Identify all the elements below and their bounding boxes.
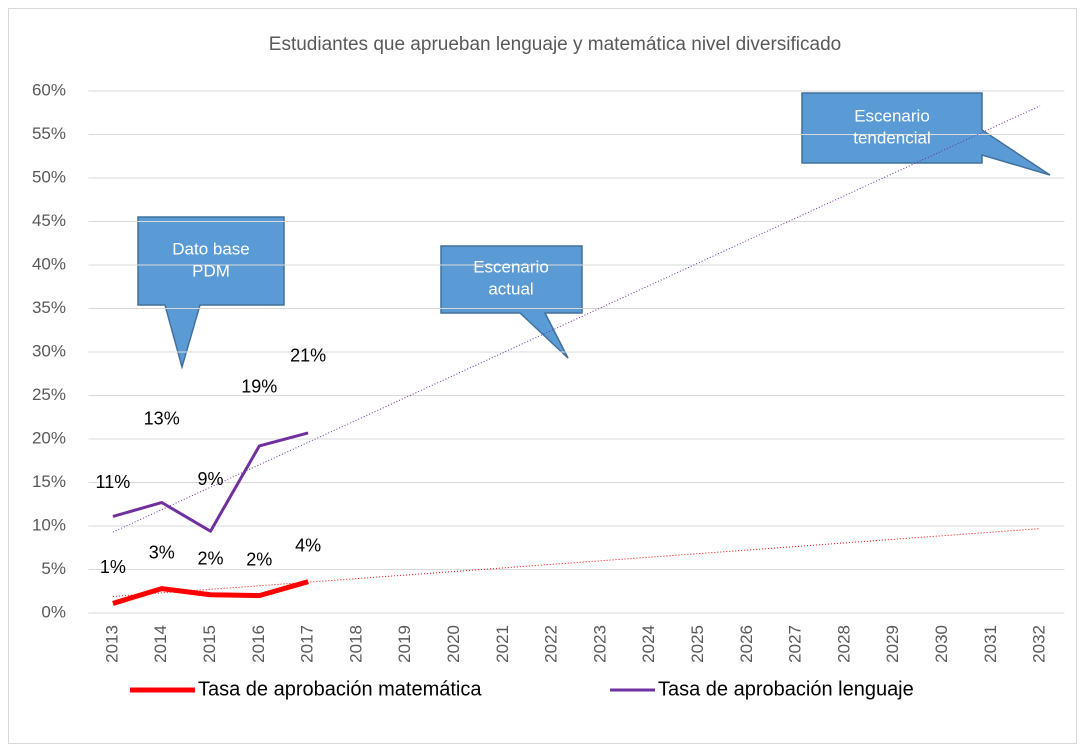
data-label: 19% — [241, 377, 277, 397]
x-tick-label: 2018 — [346, 625, 365, 663]
x-tick-label: 2026 — [737, 625, 756, 663]
x-tick-label: 2017 — [298, 625, 317, 663]
x-tick-label: 2024 — [639, 625, 658, 663]
y-tick-label: 40% — [32, 254, 66, 273]
y-tick-label: 35% — [32, 298, 66, 317]
y-tick-label: 5% — [41, 559, 66, 578]
y-tick-label: 20% — [32, 428, 66, 447]
x-tick-label: 2023 — [590, 625, 609, 663]
legend-label: Tasa de aprobación matemática — [198, 678, 482, 700]
x-tick-label: 2031 — [981, 625, 1000, 663]
annotation: tendencial — [853, 128, 931, 147]
y-tick-label: 25% — [32, 385, 66, 404]
series-line — [112, 579, 309, 606]
annotation: actual — [488, 279, 533, 298]
y-tick-label: 60% — [32, 80, 66, 99]
x-tick-label: 2027 — [786, 625, 805, 663]
x-tick-label: 2030 — [932, 625, 951, 663]
trendline — [112, 528, 1041, 597]
annotation: Dato base — [172, 239, 250, 258]
x-tick-label: 2032 — [1030, 625, 1049, 663]
x-tick-label: 2016 — [249, 625, 268, 663]
x-tick-label: 2022 — [542, 625, 561, 663]
series-line — [112, 431, 309, 533]
y-tick-label: 30% — [32, 341, 66, 360]
callout — [137, 216, 285, 370]
data-label: 3% — [149, 542, 175, 562]
y-tick-label: 15% — [32, 472, 66, 491]
x-tick-label: 2020 — [444, 625, 463, 663]
annotation: PDM — [192, 261, 230, 280]
y-tick-label: 50% — [32, 167, 66, 186]
data-label: 11% — [96, 472, 131, 492]
x-tick-label: 2015 — [200, 625, 219, 663]
data-label: 1% — [100, 557, 126, 577]
y-tick-label: 45% — [32, 211, 66, 230]
chart-title: Estudiantes que aprueban lenguaje y mate… — [269, 34, 841, 55]
y-tick-label: 55% — [32, 124, 66, 143]
data-label: 4% — [295, 535, 321, 555]
x-tick-label: 2014 — [151, 625, 170, 663]
annotation: Escenario — [473, 257, 549, 276]
x-tick-label: 2028 — [834, 625, 853, 663]
trendline — [112, 105, 1041, 533]
legend-label: Tasa de aprobación lenguaje — [658, 678, 914, 700]
data-label: 9% — [197, 469, 223, 489]
x-tick-label: 2013 — [102, 625, 121, 663]
x-tick-label: 2025 — [688, 625, 707, 663]
x-tick-label: 2029 — [883, 625, 902, 663]
data-label: 2% — [197, 548, 223, 568]
data-label: 2% — [246, 549, 272, 569]
x-tick-label: 2021 — [493, 625, 512, 663]
y-tick-label: 0% — [41, 602, 66, 621]
data-label: 21% — [290, 346, 326, 366]
callout — [440, 245, 583, 359]
y-tick-label: 10% — [32, 515, 66, 534]
x-tick-label: 2019 — [395, 625, 414, 663]
data-label: 13% — [144, 408, 180, 428]
annotation: Escenario — [854, 106, 930, 125]
